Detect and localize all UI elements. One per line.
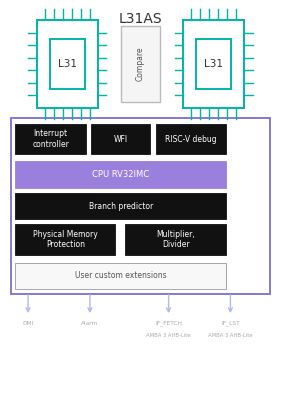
Text: Compare: Compare [136,47,145,81]
Bar [196,39,231,89]
Text: Multiplier,
Divider: Multiplier, Divider [156,230,195,249]
Bar [121,26,160,102]
Bar [91,124,150,154]
Text: WFI: WFI [114,134,128,144]
Text: Physical Memory
Protection: Physical Memory Protection [33,230,98,249]
Bar [15,224,115,255]
Text: Interrupt
controller: Interrupt controller [32,129,69,149]
Bar [15,193,226,219]
Text: IF_FETCH: IF_FETCH [155,321,182,326]
Text: Branch predictor: Branch predictor [89,202,153,211]
Text: AMBA 3 AHB-Lite: AMBA 3 AHB-Lite [208,333,253,338]
Bar [183,20,244,108]
Bar [15,161,226,188]
Text: AMBA 3 AHB-Lite: AMBA 3 AHB-Lite [146,333,191,338]
Text: Alarm: Alarm [81,321,99,326]
Text: L31: L31 [204,59,223,69]
Text: RISC-V debug: RISC-V debug [165,134,217,144]
Text: L31: L31 [58,59,77,69]
Bar [37,20,98,108]
Text: DMI: DMI [22,321,34,326]
Bar [125,224,226,255]
Bar [15,124,86,154]
Text: IF_LST: IF_LST [221,321,240,326]
Bar [11,118,270,294]
Text: CPU RV32IMC: CPU RV32IMC [92,170,149,179]
Bar [50,39,85,89]
Text: L31AS: L31AS [119,12,162,26]
Bar [156,124,226,154]
Bar [15,263,226,289]
Text: User custom extensions: User custom extensions [75,271,167,280]
